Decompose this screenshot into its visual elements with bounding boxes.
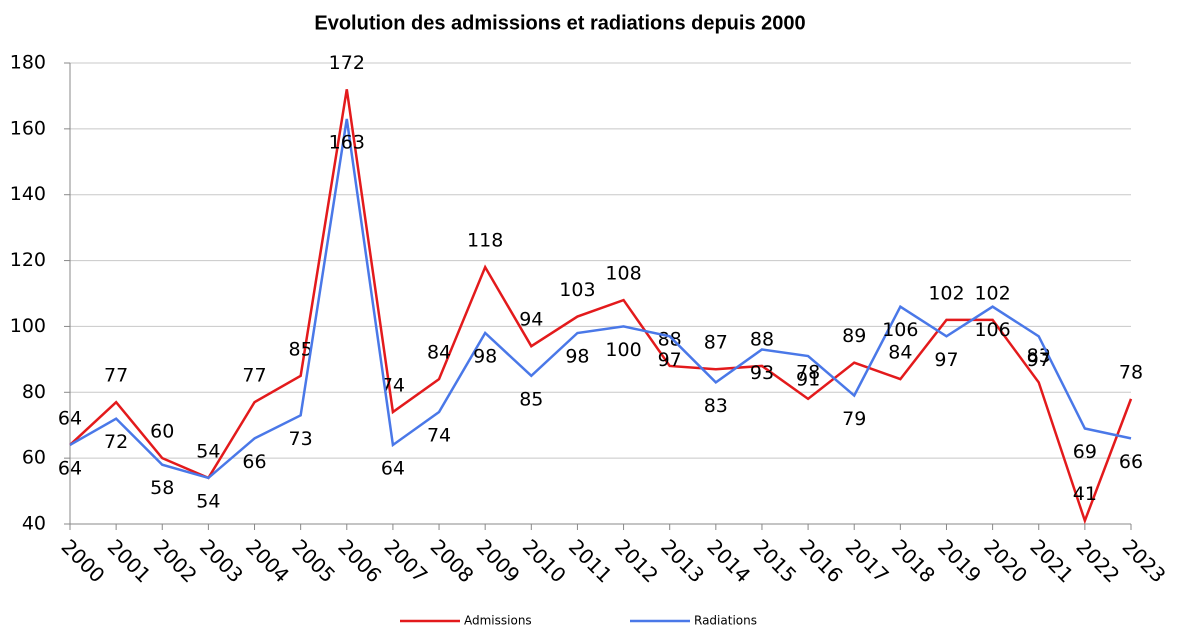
data-label: 103 xyxy=(559,279,595,301)
data-label: 87 xyxy=(704,332,728,354)
legend-label: Admissions xyxy=(464,614,532,628)
data-label: 78 xyxy=(1119,361,1143,383)
data-label: 78 xyxy=(796,361,820,383)
data-label: 83 xyxy=(704,395,728,417)
data-label: 74 xyxy=(427,425,451,447)
data-label: 85 xyxy=(289,338,313,360)
series-line xyxy=(69,89,1133,525)
data-label: 64 xyxy=(58,457,82,479)
data-label: 85 xyxy=(519,388,543,410)
series-line xyxy=(69,118,1132,480)
y-tick-label: 100 xyxy=(10,315,46,337)
x-tick-label: 2014 xyxy=(702,534,755,587)
data-label: 77 xyxy=(104,365,128,387)
data-label: 172 xyxy=(329,52,365,74)
data-label: 72 xyxy=(104,431,128,453)
data-label: 41 xyxy=(1073,483,1097,505)
x-tick-label: 2019 xyxy=(933,534,986,587)
data-label: 64 xyxy=(58,407,82,429)
y-tick-label: 180 xyxy=(10,52,46,74)
data-label: 88 xyxy=(750,328,774,350)
x-tick-label: 2009 xyxy=(472,534,525,587)
x-tick-label: 2020 xyxy=(979,534,1032,587)
data-label: 79 xyxy=(842,408,866,430)
x-tick-label: 2005 xyxy=(287,534,340,587)
x-tick-label: 2012 xyxy=(610,534,663,587)
x-tick-label: 2013 xyxy=(656,534,709,587)
data-label: 163 xyxy=(329,131,365,153)
data-label: 69 xyxy=(1073,441,1097,463)
legend-label: Radiations xyxy=(694,614,757,628)
x-tick-label: 2017 xyxy=(841,534,894,587)
x-tick-label: 2022 xyxy=(1071,534,1124,587)
data-label: 100 xyxy=(605,339,641,361)
data-label: 118 xyxy=(467,230,503,252)
x-tick-label: 2006 xyxy=(333,534,386,587)
x-tick-label: 2001 xyxy=(103,534,156,587)
data-label: 84 xyxy=(888,342,912,364)
data-label: 97 xyxy=(1027,349,1051,371)
data-label: 66 xyxy=(1119,451,1143,473)
x-tick-label: 2015 xyxy=(749,534,802,587)
y-tick-label: 60 xyxy=(22,447,46,469)
x-tick-label: 2018 xyxy=(887,534,940,587)
data-label: 98 xyxy=(473,346,497,368)
x-tick-label: 2016 xyxy=(795,534,848,587)
y-tick-label: 120 xyxy=(10,249,46,271)
x-tick-label: 2021 xyxy=(1025,534,1078,587)
data-label: 108 xyxy=(605,263,641,285)
data-label: 74 xyxy=(381,375,405,397)
y-tick-label: 40 xyxy=(22,513,46,535)
data-label: 93 xyxy=(750,362,774,384)
data-label: 58 xyxy=(150,477,174,499)
chart-title: Evolution des admissions et radiations d… xyxy=(314,12,805,34)
x-tick-label: 2023 xyxy=(1118,534,1171,587)
data-label: 106 xyxy=(974,319,1010,341)
x-tick-label: 2003 xyxy=(195,534,248,587)
x-tick-label: 2002 xyxy=(149,534,202,587)
data-label: 60 xyxy=(150,421,174,443)
data-label: 91 xyxy=(796,369,820,391)
x-tick-label: 2010 xyxy=(518,534,571,587)
data-label: 106 xyxy=(882,319,918,341)
data-label: 66 xyxy=(242,451,266,473)
x-tick-label: 2008 xyxy=(426,534,479,587)
x-tick-label: 2000 xyxy=(57,534,110,587)
y-tick-label: 80 xyxy=(22,381,46,403)
data-label: 97 xyxy=(658,349,682,371)
data-label: 73 xyxy=(289,428,313,450)
data-label: 88 xyxy=(658,328,682,350)
x-tick-label: 2007 xyxy=(379,534,432,587)
data-label: 84 xyxy=(427,342,451,364)
x-tick-label: 2004 xyxy=(241,534,294,587)
data-label: 54 xyxy=(196,440,220,462)
y-tick-label: 160 xyxy=(10,117,46,139)
data-label: 97 xyxy=(934,349,958,371)
data-label: 98 xyxy=(565,346,589,368)
data-label: 54 xyxy=(196,490,220,512)
data-label: 64 xyxy=(381,457,405,479)
data-label: 89 xyxy=(842,325,866,347)
x-tick-label: 2011 xyxy=(564,534,617,587)
data-label: 102 xyxy=(928,282,964,304)
data-label: 94 xyxy=(519,309,543,331)
data-label: 77 xyxy=(242,365,266,387)
data-label: 102 xyxy=(974,282,1010,304)
y-tick-label: 140 xyxy=(10,183,46,205)
